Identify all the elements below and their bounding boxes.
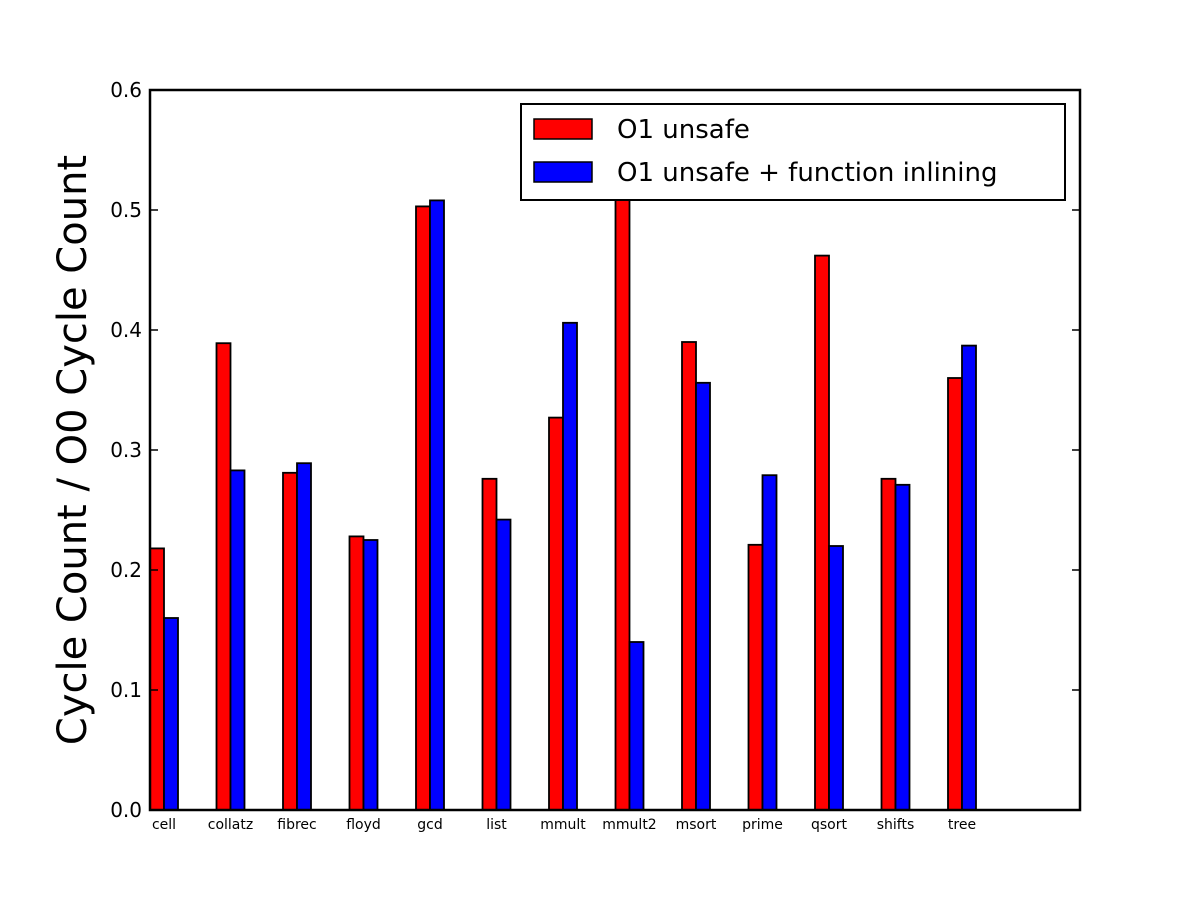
bar-mmult2-series-0 bbox=[614, 197, 631, 811]
x-tick-label-msort: msort bbox=[676, 817, 717, 833]
legend-label-o1-unsafe-inlining: O1 unsafe + function inlining bbox=[617, 158, 997, 188]
bar-list-series-1 bbox=[495, 518, 512, 811]
bar-mmult-series-1 bbox=[562, 321, 578, 811]
bar-cell-series-1 bbox=[163, 617, 179, 811]
x-tick-label-collatz: collatz bbox=[208, 817, 253, 833]
x-tick-label-floyd: floyd bbox=[346, 817, 381, 833]
x-tick-label-tree: tree bbox=[948, 817, 976, 833]
x-axis-ticks: cell collatz fibrec floyd gcd list mmult mmult2… bbox=[152, 817, 976, 833]
bar-fibrec-series-0 bbox=[282, 471, 298, 811]
y-tick-label-4: 0.4 bbox=[110, 318, 142, 342]
legend-swatch-o1-unsafe bbox=[533, 118, 593, 140]
y-tick-label-6: 0.6 bbox=[110, 78, 142, 102]
x-tick-label-gcd: gcd bbox=[417, 817, 442, 833]
y-axis-label: Cycle Count / O0 Cycle Count bbox=[50, 155, 96, 745]
bar-prime-series-1 bbox=[761, 474, 778, 811]
x-tick-label-mmult: mmult bbox=[540, 817, 586, 833]
x-tick-label-shifts: shifts bbox=[877, 817, 915, 833]
x-tick-label-list: list bbox=[486, 817, 507, 833]
x-tick-label-cell: cell bbox=[152, 817, 176, 833]
y-tick-label-1: 0.1 bbox=[110, 678, 142, 702]
bar-mmult2-series-1 bbox=[628, 641, 645, 811]
bar-collatz-series-1 bbox=[229, 469, 246, 811]
bars-group bbox=[149, 197, 977, 811]
bar-msort-series-0 bbox=[681, 341, 697, 811]
legend-frame bbox=[520, 103, 1066, 201]
bar-qsort-series-1 bbox=[828, 545, 844, 811]
legend-swatch-o1-unsafe-inlining bbox=[533, 161, 593, 183]
bar-qsort-series-0 bbox=[814, 254, 830, 811]
y-tick-label-5: 0.5 bbox=[110, 198, 142, 222]
bar-floyd-series-1 bbox=[362, 539, 379, 811]
plot-frame bbox=[148, 88, 1082, 812]
y-tick-label-0: 0.0 bbox=[110, 798, 142, 822]
bar-gcd-series-0 bbox=[415, 205, 431, 811]
bar-fibrec-series-1 bbox=[296, 462, 312, 811]
bar-prime-series-0 bbox=[747, 543, 764, 811]
bar-shifts-series-0 bbox=[880, 477, 897, 811]
legend-label-o1-unsafe: O1 unsafe bbox=[617, 115, 750, 145]
bar-shifts-series-1 bbox=[894, 483, 911, 811]
bar-mmult-series-0 bbox=[548, 416, 564, 811]
bar-floyd-series-0 bbox=[348, 535, 365, 811]
x-tick-label-prime: prime bbox=[742, 817, 783, 833]
y-tick-label-3: 0.3 bbox=[110, 438, 142, 462]
bar-msort-series-1 bbox=[695, 381, 711, 811]
bar-list-series-0 bbox=[481, 477, 498, 811]
bar-cell-series-0 bbox=[149, 547, 165, 811]
bar-gcd-series-1 bbox=[429, 199, 445, 811]
x-tick-label-mmult2: mmult2 bbox=[602, 817, 656, 833]
x-tick-label-fibrec: fibrec bbox=[277, 817, 316, 833]
y-axis-ticks: 0.0 0.1 0.2 0.3 0.4 0.5 0.6 bbox=[110, 78, 1080, 822]
x-tick-label-qsort: qsort bbox=[811, 817, 848, 833]
legend: O1 unsafe O1 unsafe + function inlining bbox=[520, 103, 1066, 201]
y-tick-label-2: 0.2 bbox=[110, 558, 142, 582]
bar-collatz-series-0 bbox=[215, 342, 232, 811]
bar-tree-series-1 bbox=[961, 344, 977, 811]
bar-tree-series-0 bbox=[947, 377, 963, 811]
